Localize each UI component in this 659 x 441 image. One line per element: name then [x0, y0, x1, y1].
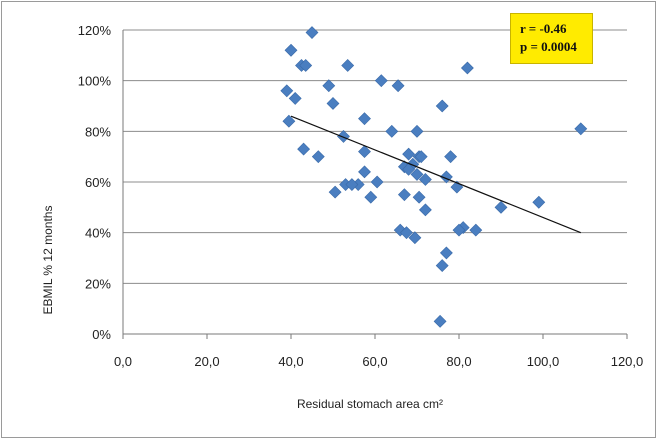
data-point — [435, 99, 449, 113]
data-points — [280, 26, 588, 328]
x-tick-label: 120,0 — [611, 354, 644, 369]
data-point — [460, 61, 474, 75]
data-point — [345, 178, 359, 191]
trendline — [290, 115, 582, 234]
data-point — [358, 145, 371, 159]
data-point — [364, 190, 378, 204]
x-axis-title: Residual stomach area cm² — [297, 397, 443, 411]
data-point — [311, 150, 325, 164]
x-tick-label: 40,0 — [278, 354, 303, 369]
data-point — [297, 142, 311, 156]
data-point — [433, 314, 447, 328]
data-point — [358, 112, 371, 126]
data-point — [374, 74, 388, 88]
data-point — [370, 175, 384, 189]
data-point — [408, 231, 422, 245]
data-point — [532, 195, 546, 209]
data-point — [494, 200, 508, 214]
y-tick-label: 100% — [78, 74, 112, 89]
stats-annotation: r = -0.46 p = 0.0004 — [510, 13, 593, 64]
data-point — [391, 79, 405, 93]
data-point — [414, 150, 428, 164]
x-tick-label: 0,0 — [114, 354, 132, 369]
data-point — [418, 203, 432, 217]
data-point — [282, 114, 296, 128]
data-point — [444, 150, 458, 164]
data-point — [402, 147, 416, 161]
y-tick-label: 20% — [85, 276, 111, 291]
data-point — [305, 26, 319, 39]
y-tick-label: 40% — [85, 226, 111, 241]
x-tick-labels: 0,0 20,0 40,0 60,0 80,0 100,0 120,0 — [114, 354, 643, 369]
x-tick-label: 60,0 — [362, 354, 387, 369]
gridlines — [123, 29, 627, 284]
data-point — [574, 122, 588, 136]
data-point — [402, 162, 416, 176]
data-point — [328, 185, 342, 199]
y-tick-label: 120% — [78, 23, 112, 38]
data-point — [288, 91, 302, 105]
data-point — [410, 124, 424, 138]
axes — [122, 30, 628, 339]
data-point — [435, 259, 449, 273]
data-point — [397, 188, 411, 202]
x-tick-label: 100,0 — [527, 354, 560, 369]
y-tick-label: 0% — [92, 327, 111, 342]
data-point — [326, 97, 340, 110]
data-point — [322, 79, 336, 93]
x-tick-label: 20,0 — [194, 354, 219, 369]
y-tick-label: 60% — [85, 175, 111, 190]
data-point — [337, 129, 350, 143]
data-point — [469, 223, 483, 237]
p-value-label: p = 0.0004 — [520, 39, 577, 54]
data-point — [284, 43, 298, 57]
data-point — [410, 167, 424, 181]
y-tick-label: 80% — [85, 124, 111, 139]
data-point — [299, 59, 313, 72]
y-tick-labels: 0% 20% 40% 60% 80% 100% 120% — [78, 23, 112, 342]
data-point — [341, 59, 355, 72]
data-point — [412, 190, 426, 204]
x-tick-label: 80,0 — [446, 354, 471, 369]
data-point — [418, 173, 432, 186]
y-axis-title: EBMIL % 12 months — [41, 206, 55, 315]
data-point — [400, 226, 413, 240]
data-point — [452, 223, 466, 237]
data-point — [385, 124, 399, 138]
data-point — [280, 84, 294, 98]
correlation-label: r = -0.46 — [520, 21, 567, 36]
data-point — [439, 246, 453, 260]
data-point — [358, 165, 371, 179]
